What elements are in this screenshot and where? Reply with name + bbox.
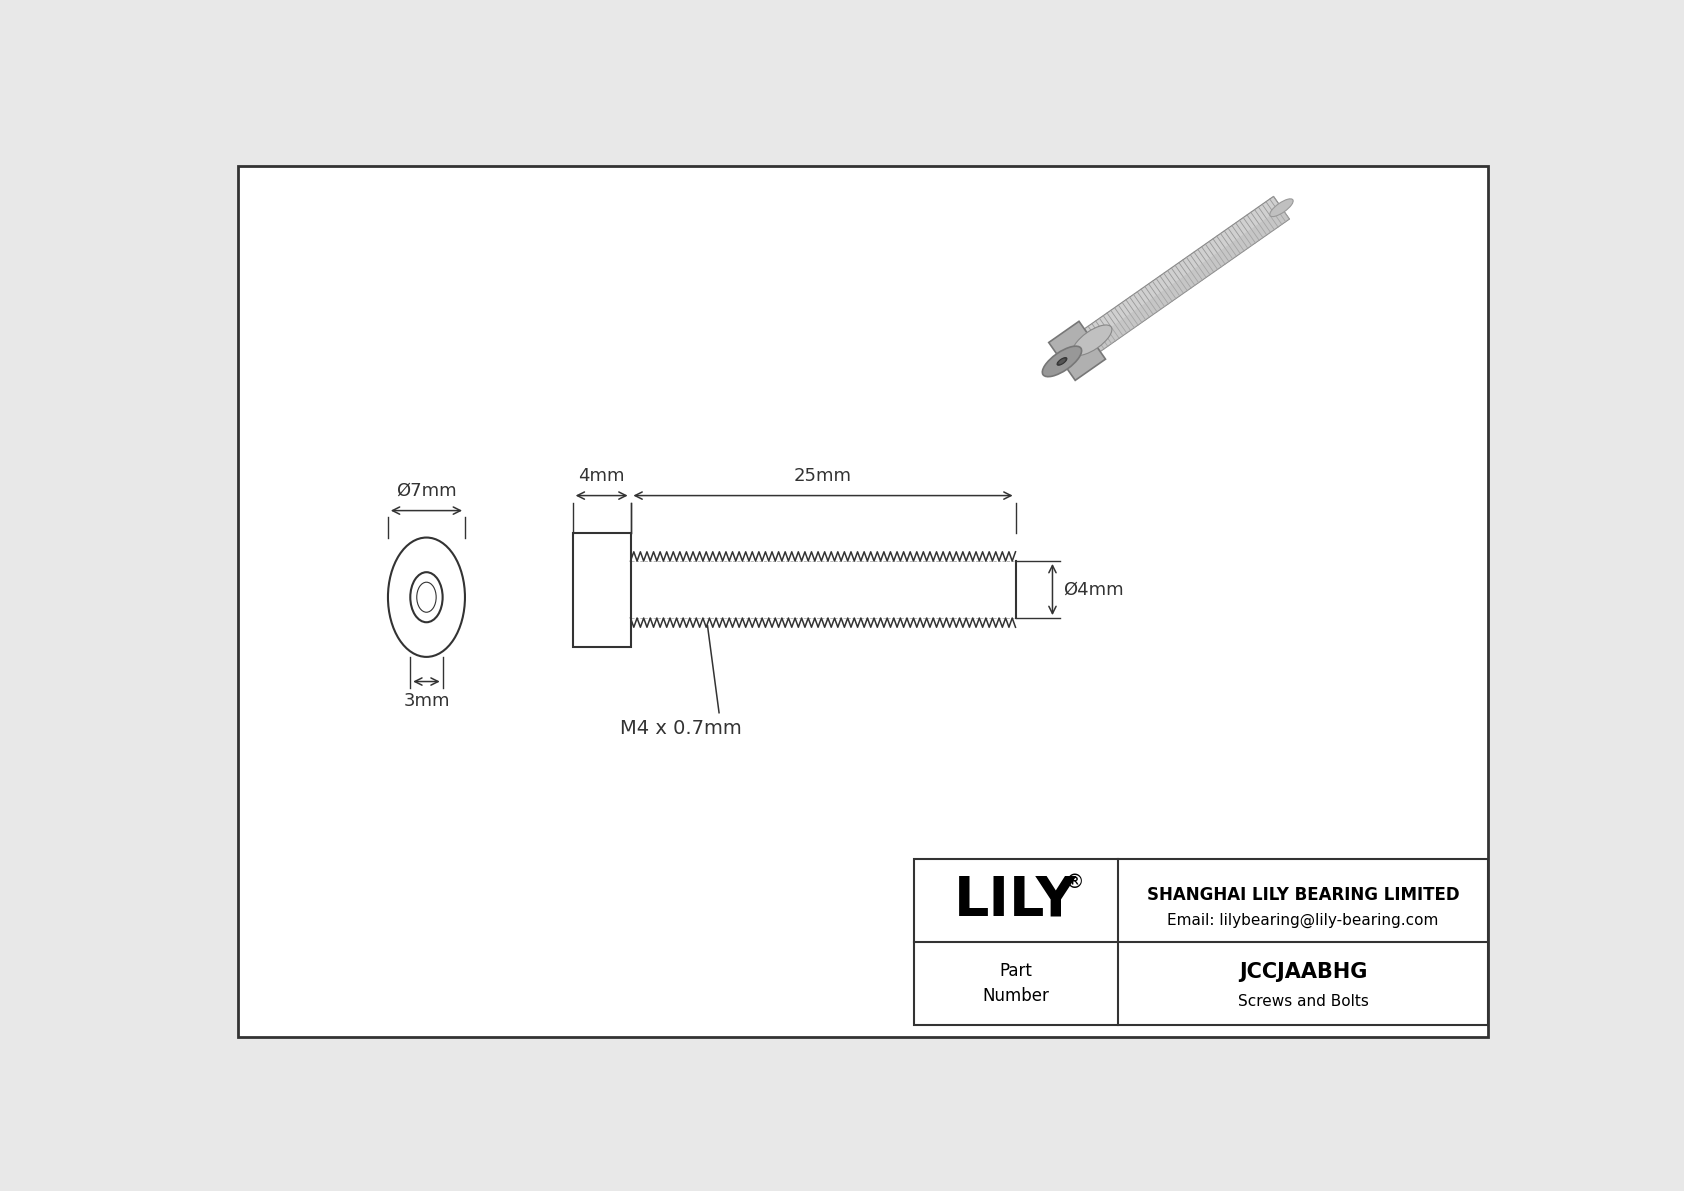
Text: M4 x 0.7mm: M4 x 0.7mm bbox=[620, 719, 741, 738]
Bar bbox=[573, 532, 630, 647]
Ellipse shape bbox=[1270, 199, 1293, 217]
Text: LILY: LILY bbox=[955, 873, 1078, 928]
Ellipse shape bbox=[1042, 347, 1081, 376]
Text: Part
Number: Part Number bbox=[982, 961, 1049, 1005]
Ellipse shape bbox=[1059, 358, 1066, 364]
Ellipse shape bbox=[1073, 325, 1111, 355]
Text: Screws and Bolts: Screws and Bolts bbox=[1238, 994, 1369, 1009]
Ellipse shape bbox=[1058, 357, 1068, 366]
Polygon shape bbox=[1084, 197, 1290, 351]
Text: Email: lilybearing@lily-bearing.com: Email: lilybearing@lily-bearing.com bbox=[1167, 912, 1438, 928]
Text: SHANGHAI LILY BEARING LIMITED: SHANGHAI LILY BEARING LIMITED bbox=[1147, 886, 1460, 904]
Polygon shape bbox=[1049, 322, 1105, 380]
Text: 3mm: 3mm bbox=[402, 692, 450, 710]
Text: Ø4mm: Ø4mm bbox=[1063, 580, 1123, 599]
Text: Ø7mm: Ø7mm bbox=[396, 482, 456, 500]
Bar bbox=[914, 859, 1489, 1024]
Text: JCCJAABHG: JCCJAABHG bbox=[1239, 961, 1367, 981]
Text: ®: ® bbox=[1064, 873, 1084, 892]
Text: 4mm: 4mm bbox=[578, 467, 625, 485]
Polygon shape bbox=[1093, 207, 1290, 351]
Text: 25mm: 25mm bbox=[795, 467, 852, 485]
